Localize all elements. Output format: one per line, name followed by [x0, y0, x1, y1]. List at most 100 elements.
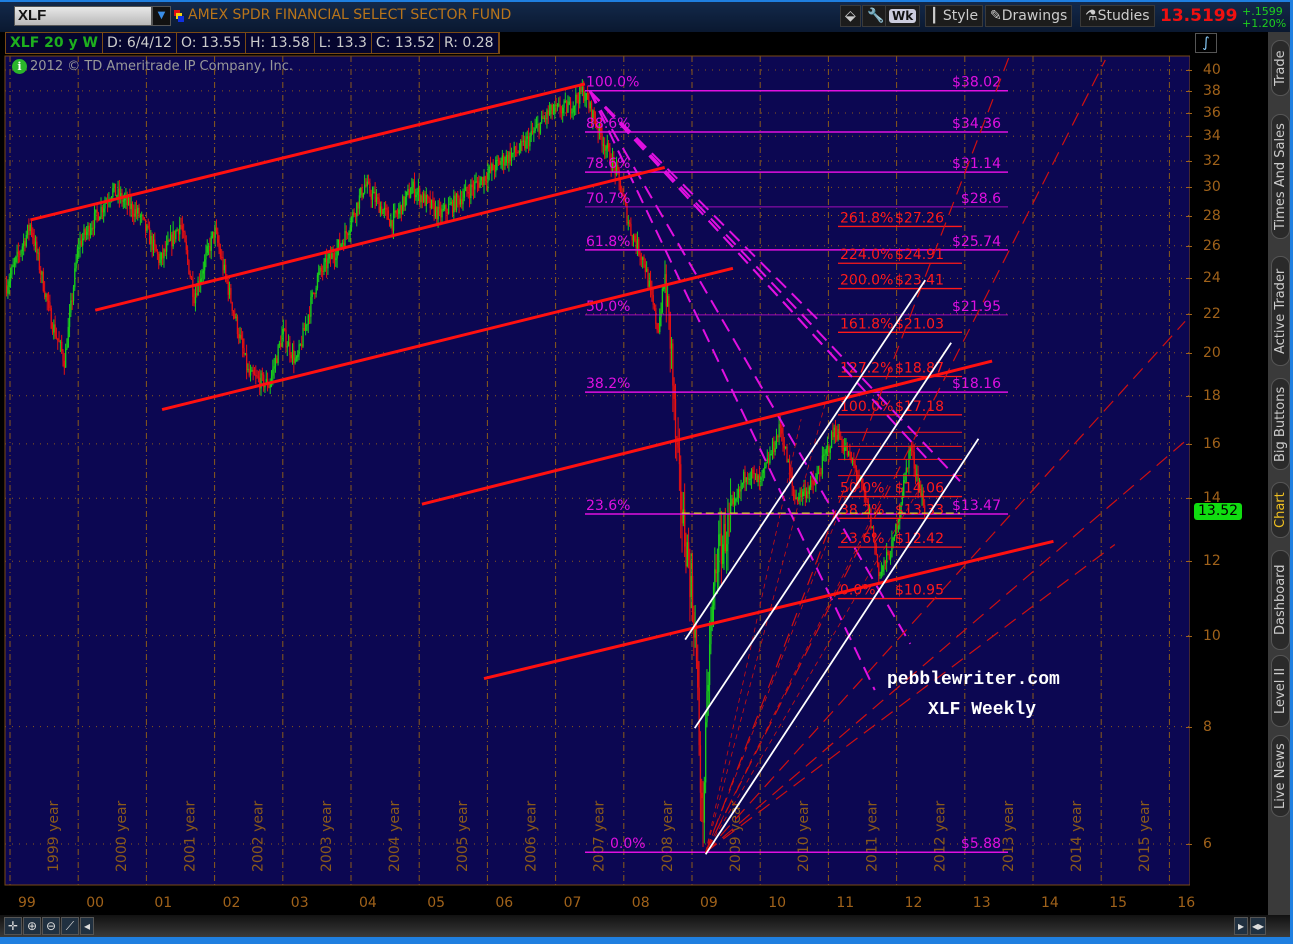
fib-retracement-pct: 38.2% — [586, 376, 630, 392]
candle-body — [122, 200, 125, 202]
tab-live-news[interactable]: Live News — [1271, 735, 1290, 817]
fib-extension-price: $13.33 — [895, 502, 944, 518]
y-tick — [1186, 70, 1192, 71]
candle-body — [225, 264, 227, 276]
candle-body — [112, 188, 114, 197]
symbol-input[interactable]: XLF — [14, 6, 152, 26]
candle-body — [530, 130, 532, 136]
candle-body — [703, 782, 706, 823]
style-button[interactable]: ┃ Style — [925, 5, 984, 27]
tools-icon: ⬙ — [845, 8, 856, 24]
quick-study-button[interactable]: ∫ — [1195, 33, 1217, 53]
candle-body — [781, 428, 783, 434]
candle-body — [733, 500, 736, 505]
candle-body — [632, 235, 635, 241]
candle-body — [449, 204, 451, 206]
y-tick — [1186, 313, 1192, 315]
link-icon[interactable] — [174, 10, 184, 22]
candle-body — [567, 104, 569, 113]
crosshair-button[interactable]: ✛ — [4, 917, 22, 935]
candle-body — [341, 242, 344, 245]
candle-body — [44, 291, 46, 298]
price-chart[interactable]: 1999 year 2000 year 2001 year 2002 year 2003… — [0, 0, 1190, 890]
candle-body — [609, 147, 611, 164]
tab-chart[interactable]: Chart — [1271, 482, 1290, 538]
zoom-out-button[interactable]: ⊖ — [42, 917, 60, 935]
candle-body — [202, 270, 205, 274]
scroll-left-button[interactable]: ◂ — [80, 917, 94, 935]
y-tick-label: 20 — [1203, 344, 1221, 361]
candle-body — [639, 254, 641, 257]
candle-body — [171, 234, 173, 247]
candle-body — [895, 524, 897, 536]
x-tick-label: 06 — [495, 895, 514, 911]
year-label: 2002 year — [251, 800, 267, 872]
candle-body — [118, 188, 121, 198]
drawings-button[interactable]: ✎Drawings — [985, 5, 1073, 27]
candle-body — [470, 184, 472, 199]
candle-body — [23, 240, 25, 247]
candle-body — [7, 286, 9, 294]
candle-body — [400, 205, 403, 215]
zoom-in-button[interactable]: ⊕ — [23, 917, 41, 935]
tab-times-and-sales[interactable]: Times And Sales — [1271, 114, 1290, 239]
candle-body — [716, 571, 719, 574]
candle-body — [426, 194, 429, 198]
candle-body — [344, 231, 346, 247]
expand-button[interactable]: ◂▸ — [1250, 917, 1266, 935]
candle-body — [354, 215, 357, 217]
candle-body — [756, 473, 758, 483]
candle-body — [135, 209, 138, 214]
candle-body — [211, 231, 214, 237]
candle-body — [847, 451, 850, 456]
fib-retracement-price: $31.14 — [952, 156, 1001, 172]
scroll-right-button[interactable]: ▸ — [1234, 917, 1248, 935]
candle-body — [486, 180, 488, 183]
trendline — [483, 539, 1054, 681]
symbol-dropdown-button[interactable]: ▼ — [152, 6, 171, 26]
candle-body — [32, 232, 34, 239]
fib-retracement-pct: 88.6% — [586, 116, 630, 132]
candle-body — [526, 136, 528, 139]
drawing-mode-button[interactable]: ⟋ — [61, 917, 79, 935]
candle-body — [440, 208, 442, 218]
tab-dashboard[interactable]: Dashboard — [1271, 550, 1290, 650]
year-label: 2012 year — [933, 800, 949, 872]
candle-body — [607, 143, 610, 148]
drawing-tools-button[interactable]: ⬙ — [840, 5, 861, 27]
fan-line-low — [705, 59, 1106, 853]
candle-body — [661, 288, 664, 313]
candle-body — [454, 195, 456, 210]
info-icon[interactable]: i — [12, 59, 27, 74]
candle-body — [874, 541, 876, 545]
tab-active-trader[interactable]: Active Trader — [1271, 256, 1290, 366]
candle-body — [764, 467, 766, 469]
candle-body — [899, 510, 901, 521]
candle-body — [303, 327, 306, 331]
chart-background — [5, 56, 1190, 885]
candle-body — [657, 330, 660, 333]
year-label: 2001 year — [182, 800, 198, 872]
tab-level-ii[interactable]: Level II — [1271, 655, 1290, 727]
candle-body — [808, 487, 810, 494]
candle-body — [29, 224, 31, 231]
tab-trade[interactable]: Trade — [1271, 40, 1290, 96]
candle-body — [429, 198, 431, 209]
candle-body — [403, 196, 405, 207]
candle-body — [892, 537, 894, 541]
candle-body — [868, 509, 871, 514]
fan-line-low — [705, 56, 1011, 853]
candle-body — [407, 189, 409, 192]
candle-body — [558, 104, 560, 106]
interval-button[interactable]: Wk — [889, 9, 917, 23]
settings-button[interactable]: 🔧 — [862, 5, 890, 27]
candle-body — [159, 259, 161, 263]
candle-body — [423, 193, 425, 202]
candle-body — [114, 183, 117, 197]
candle-body — [732, 498, 734, 505]
studies-button[interactable]: ⚗Studies — [1080, 5, 1155, 27]
price-axis[interactable] — [1190, 56, 1270, 886]
tab-big-buttons[interactable]: Big Buttons — [1271, 378, 1290, 470]
candle-body — [371, 193, 374, 200]
candle-body — [678, 447, 681, 465]
